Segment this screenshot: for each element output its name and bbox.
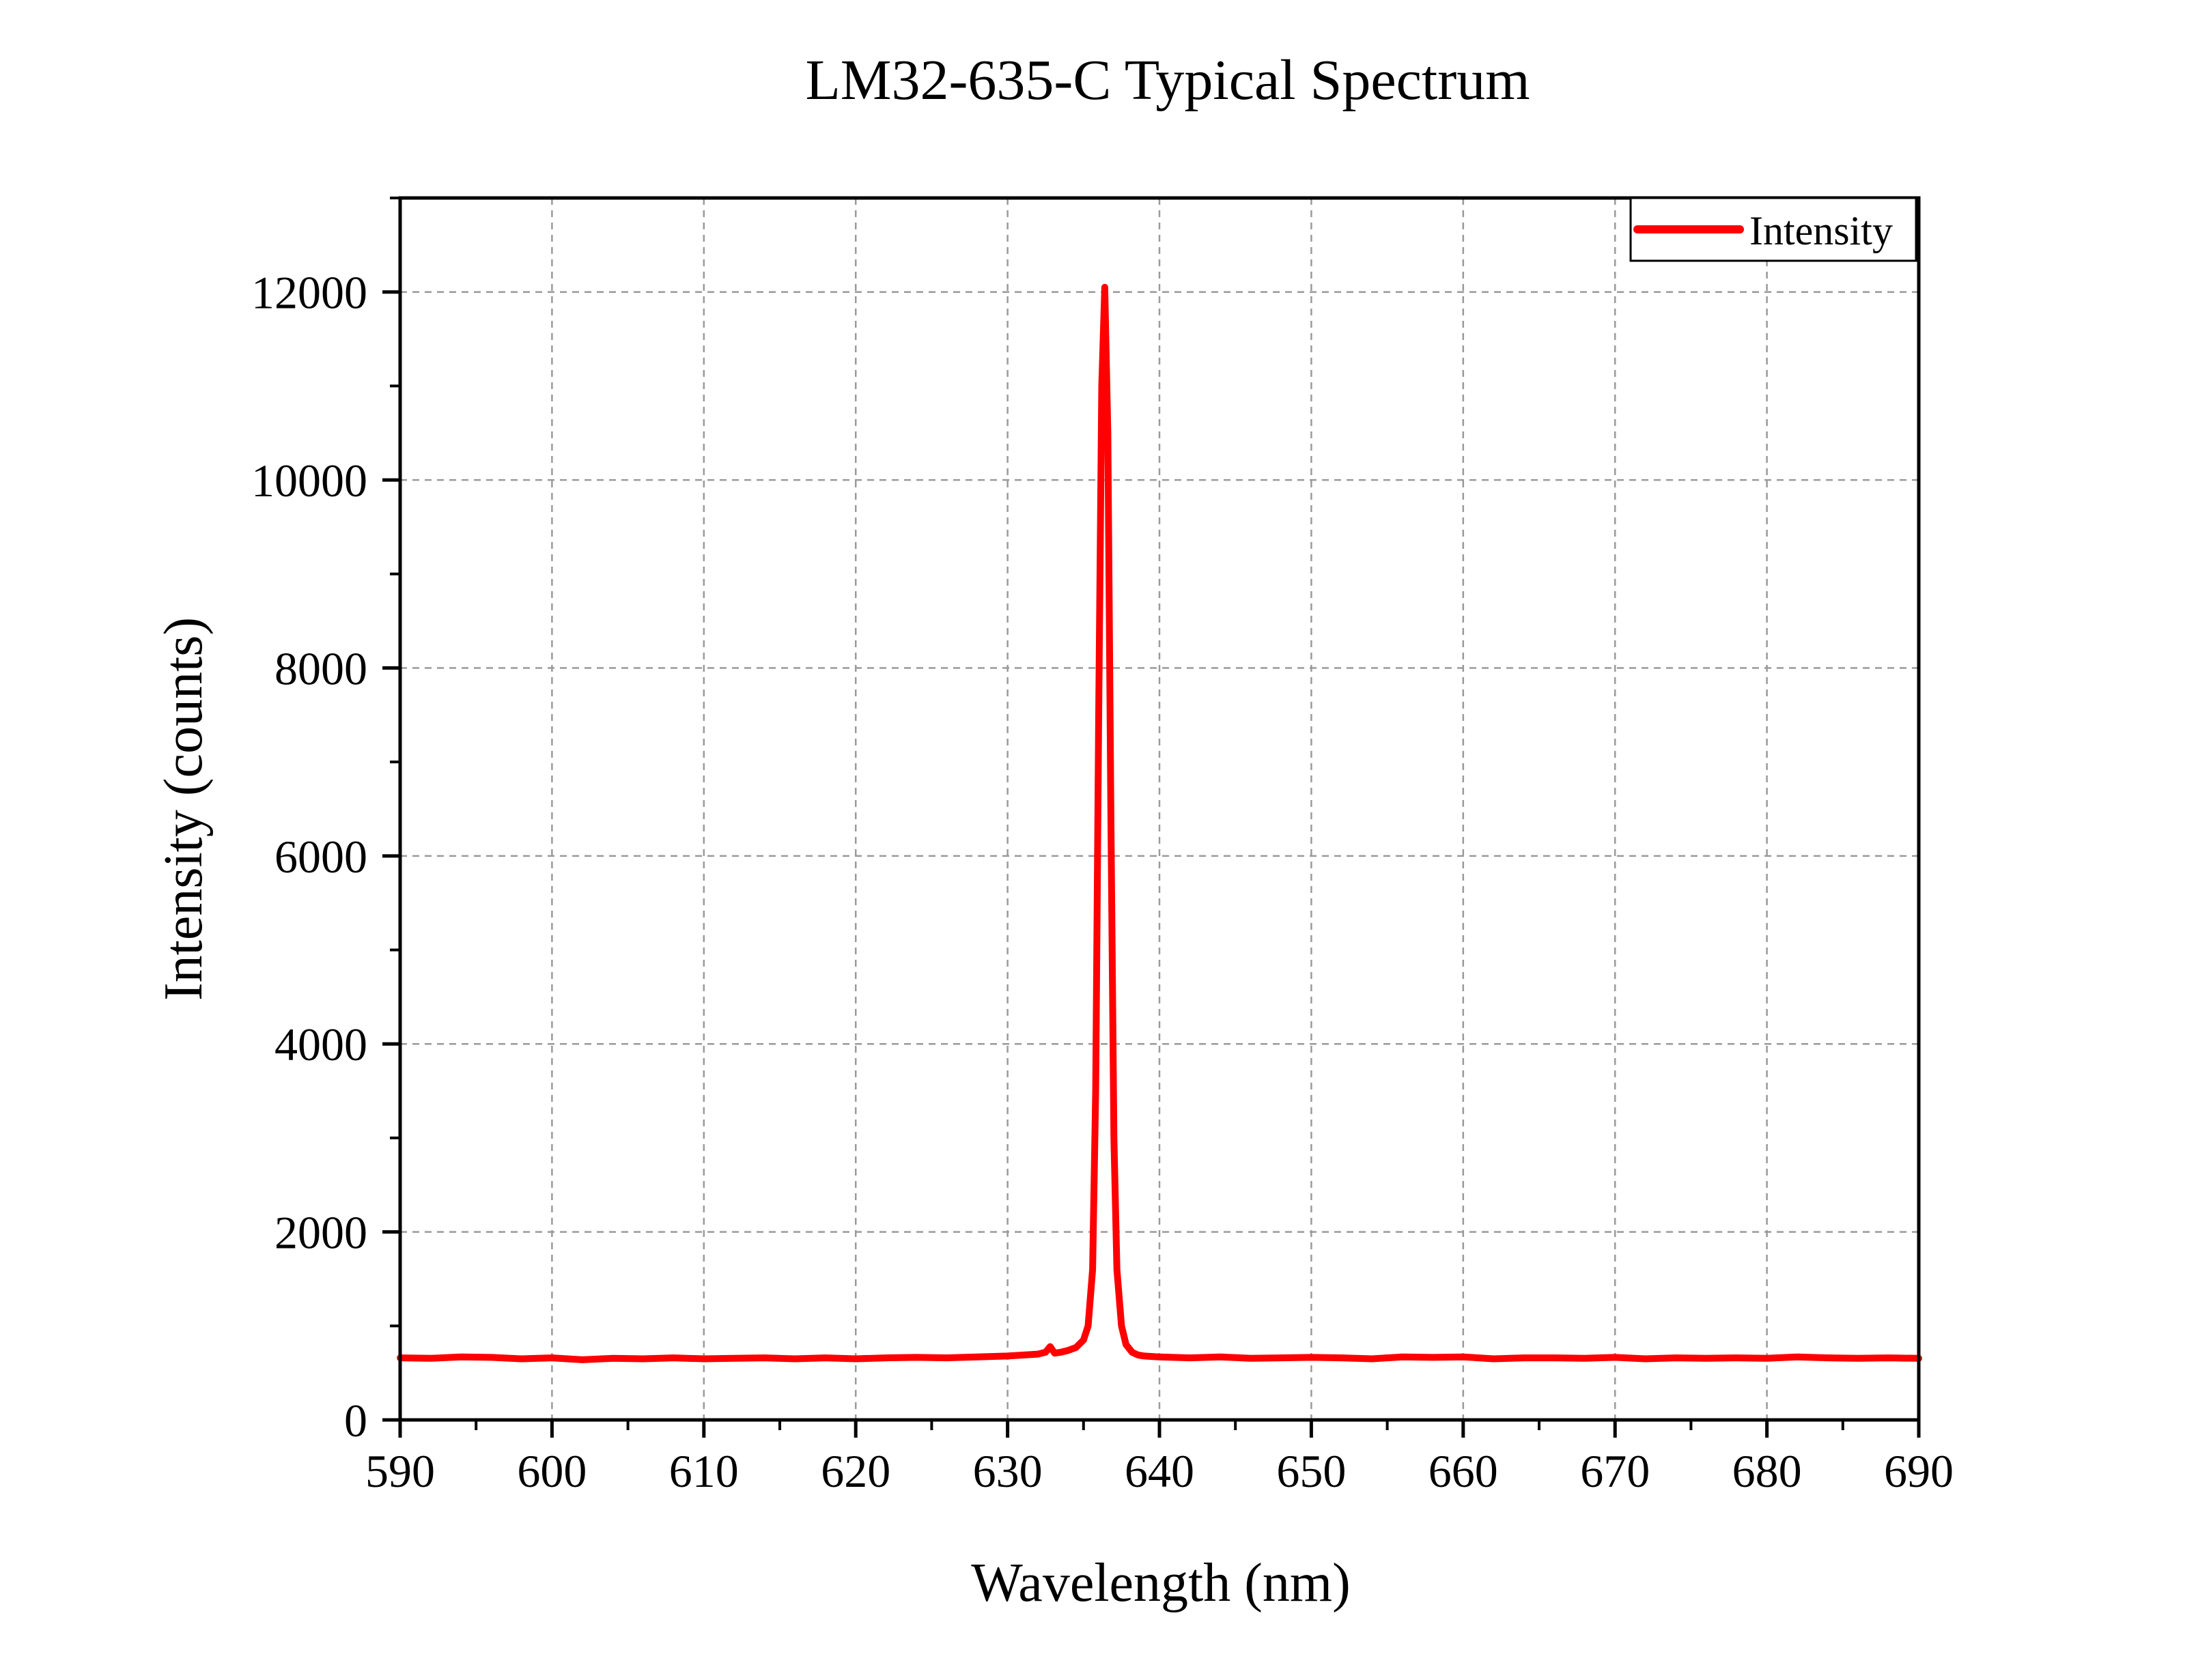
x-tick-label: 610: [669, 1445, 739, 1497]
y-tick-label: 12000: [251, 267, 367, 319]
legend: Intensity: [1629, 197, 1917, 262]
series-line-intensity: [397, 283, 1922, 1363]
x-axis-label: Wavelength (nm): [971, 1553, 1351, 1613]
x-tick-labels: 590 600 610 620 630 640 650 660 670 680 690: [365, 1445, 1954, 1497]
y-tick-label: 6000: [274, 831, 367, 883]
x-tick-label: 650: [1276, 1445, 1346, 1497]
x-tick-label: 670: [1580, 1445, 1650, 1497]
x-tick-label: 680: [1732, 1445, 1802, 1497]
y-tick-label: 8000: [274, 642, 367, 694]
major-ticks: [382, 290, 1921, 1438]
x-tick-label: 590: [365, 1445, 435, 1497]
y-tick-labels: 0 2000 4000 6000 8000 10000 12000: [251, 267, 367, 1447]
grid-lines: [400, 198, 1919, 1420]
x-tick-label: 690: [1884, 1445, 1954, 1497]
plot-frame: [398, 196, 1921, 1422]
y-axis-label: Intensity (counts): [154, 617, 214, 1001]
y-tick-label: 10000: [251, 455, 367, 507]
legend-label-intensity: Intensity: [1749, 208, 1893, 253]
y-tick-label: 2000: [274, 1207, 367, 1259]
y-tick-label: 0: [344, 1395, 367, 1447]
x-tick-label: 660: [1428, 1445, 1498, 1497]
x-tick-label: 600: [517, 1445, 587, 1497]
x-tick-label: 620: [821, 1445, 890, 1497]
x-tick-label: 630: [973, 1445, 1043, 1497]
x-tick-label: 640: [1125, 1445, 1194, 1497]
y-tick-label: 4000: [274, 1019, 367, 1070]
chart-title: LM32-635-C Typical Spectrum: [805, 48, 1530, 112]
